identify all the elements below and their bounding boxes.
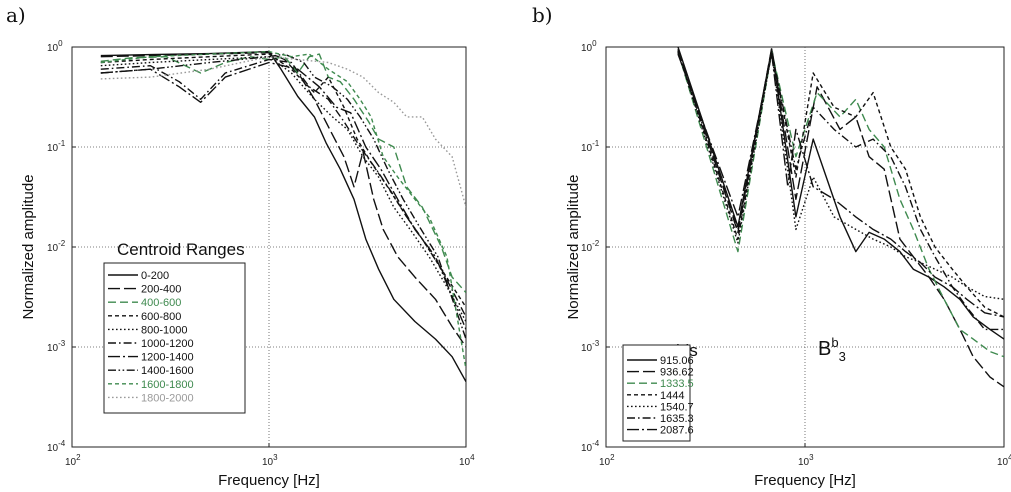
x-tick-label: 103 [262,453,278,468]
series-line-1635.3 [677,50,1004,331]
legend-label: 1400-1600 [141,365,194,377]
series-line-1444 [677,49,1004,318]
legend-label: 1000-1200 [141,338,194,350]
legend-label: 1444 [660,390,684,402]
legend-label: 1200-1400 [141,352,194,364]
series-line-936.62 [677,47,1004,388]
x-tick-label: 104 [997,453,1011,468]
x-tick-label: 102 [65,453,81,468]
x-axis-title: Frequency [Hz] [754,472,856,489]
chart-panel-b: b) 102 103 104 100 10-1 10-2 10-3 10-4 Frequency … [532,3,1011,489]
series-line-1400-1600 [100,53,466,340]
y-axis-title: Normalized amplitude [565,174,582,319]
y-tick-label: 10-4 [47,439,66,454]
legend-label: 200-400 [141,284,181,296]
panel-label: b) [532,3,553,27]
series-line-915.06 [677,47,1004,340]
y-axis-title: Normalized amplitude [20,174,37,319]
legend-label: 1540.7 [660,401,694,413]
y-tick-label: 10-1 [47,139,66,154]
series-line-1200-1400 [100,61,466,330]
series-line-1333.5 [677,50,1004,358]
legend-label: 800-1000 [141,324,188,336]
legend-label: 936.62 [660,367,694,379]
legend-box [622,344,691,442]
legend-title: Centroid Ranges [117,240,245,259]
x-tick-label: 102 [599,453,615,468]
y-tick-label: 10-1 [581,139,600,154]
series-line-1600-1800 [100,50,466,370]
y-tick-label: 100 [581,39,597,54]
legend-label: 0-200 [141,270,169,282]
legend-label: 400-600 [141,297,181,309]
x-axis-title: Frequency [Hz] [218,472,320,489]
chart-panel-a: a) 102 103 104 100 10-1 10-2 10-3 10-4 Frequency … [6,3,475,489]
x-tick-label: 103 [798,453,814,468]
y-tick-label: 10-3 [581,339,600,354]
series-line-1000-1200 [100,58,466,318]
legend-label: 915.06 [660,355,694,367]
series-line-2087.6 [677,53,1004,318]
y-tick-label: 10-2 [581,239,600,254]
series-line-400-600 [100,53,466,294]
series-line-200-400 [100,51,466,348]
legend-label: 1333.5 [660,378,694,390]
legend-label: 1635.3 [660,413,694,425]
series-group [677,47,1004,388]
legend-label: 2087.6 [660,425,694,437]
series-group [100,50,466,383]
panel-label: a) [6,3,26,27]
y-tick-label: 10-4 [581,439,600,454]
y-tick-label: 100 [47,39,63,54]
y-tick-label: 10-3 [47,339,66,354]
y-tick-label: 10-2 [47,239,66,254]
legend-label: 1600-1800 [141,379,194,391]
legend-label: 1800-2000 [141,392,194,404]
series-line-800-1000 [100,56,466,322]
x-tick-label: 104 [459,453,475,468]
legend-label: 600-800 [141,311,181,323]
